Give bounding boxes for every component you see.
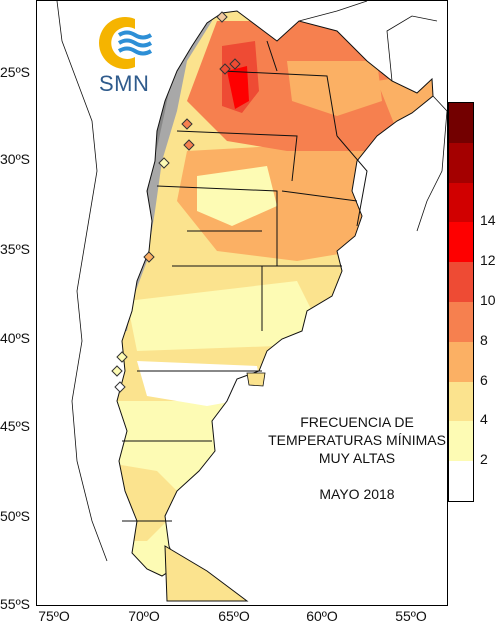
- lon-label-70o: 70ºO: [128, 608, 160, 624]
- colorbar-tick-label: 6: [480, 371, 488, 388]
- colorbar-tick-label: 12: [480, 252, 496, 269]
- title-line-2: TEMPERATURAS MÍNIMAS: [268, 432, 446, 448]
- station-diamond: [116, 351, 128, 363]
- colorbar-tick-label: 10: [480, 292, 496, 308]
- lon-label-75o: 75ºO: [38, 608, 70, 624]
- station-diamond: [143, 251, 155, 263]
- lat-label-35s: 35ºS: [0, 241, 31, 257]
- lat-label-55s: 55ºS: [0, 596, 31, 612]
- country-borders: [56, 1, 447, 562]
- title-line-1: FRECUENCIA DE: [300, 414, 414, 430]
- station-diamond: [216, 11, 228, 23]
- station-diamond: [183, 139, 195, 151]
- station-diamond: [111, 365, 123, 377]
- station-diamond: [219, 63, 231, 75]
- lat-label-50s: 50ºS: [0, 508, 31, 524]
- lon-label-60o: 60ºO: [306, 608, 338, 624]
- colorbar-segment: [449, 341, 473, 382]
- lat-label-40s: 40ºS: [0, 330, 31, 346]
- lon-label-65o: 65ºO: [218, 608, 250, 624]
- colorbar-segment: [449, 142, 473, 183]
- station-diamond: [158, 157, 170, 169]
- lon-label-55o: 55ºO: [395, 608, 427, 624]
- logo-text: SMN: [99, 71, 150, 96]
- map-title: FRECUENCIA DE TEMPERATURAS MÍNIMAS MUY A…: [242, 413, 447, 467]
- station-diamond: [229, 58, 241, 70]
- colorbar-segment: [449, 302, 473, 342]
- station-markers: [111, 11, 241, 393]
- colorbar-tick-label: 14: [480, 212, 496, 229]
- lat-label-30s: 30ºS: [0, 151, 31, 167]
- peninsula-valdes: [246, 372, 266, 387]
- map-frame: SMN FRECUENCIA DE TEMPERATURAS MÍNIMAS M…: [36, 0, 448, 606]
- colorbar-segment: [449, 103, 473, 143]
- province-borders: [116, 10, 434, 577]
- map-canvas: [56, 1, 447, 602]
- title-line-3: MUY ALTAS: [318, 450, 396, 466]
- station-diamond: [114, 381, 126, 393]
- tierra-del-fuego: [164, 545, 249, 602]
- colorbar-segment: [449, 222, 473, 263]
- lat-label-45s: 45ºS: [0, 418, 31, 434]
- lat-label-25s: 25ºS: [0, 64, 31, 80]
- colorbar-segment: [449, 182, 473, 223]
- smn-sun-waves-logo-icon: [99, 17, 153, 69]
- station-diamond: [181, 118, 193, 130]
- colorbar-segment: [449, 381, 473, 422]
- colorbar-segment: [449, 461, 473, 501]
- colorbar-tick-label: 8: [480, 331, 488, 348]
- map-month: MAYO 2018: [319, 486, 395, 502]
- colorbar-tick-label: 4: [480, 411, 488, 428]
- colorbar-segment: [449, 262, 473, 302]
- colorbar-tick-label: 2: [480, 451, 488, 468]
- colorbar: [448, 102, 474, 502]
- smn-logo: [97, 13, 169, 105]
- colorbar-segment: [449, 421, 473, 462]
